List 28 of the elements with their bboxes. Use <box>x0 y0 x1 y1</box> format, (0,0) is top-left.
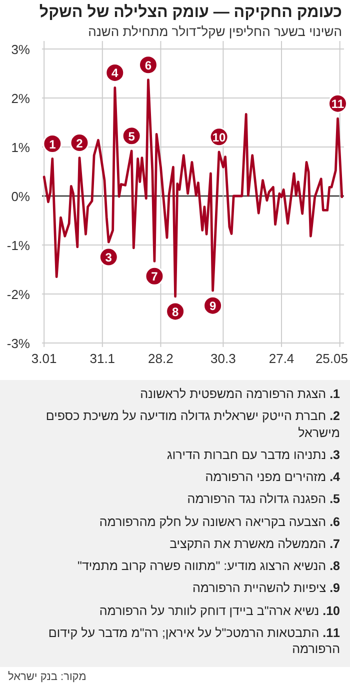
chart-subtitle: השינוי בשער החליפין שקל־דולר מתחילת השנה <box>87 23 343 39</box>
annotation: 5 <box>128 129 136 144</box>
x-tick-label: 31.1 <box>90 351 116 366</box>
annotation: 11 <box>331 97 344 112</box>
y-tick-label: 0% <box>11 189 30 204</box>
annotation: 6 <box>144 58 152 72</box>
y-tick-label: -2% <box>6 287 30 302</box>
x-tick-label: 30.3 <box>210 351 236 366</box>
y-tick-label: 1% <box>11 140 30 155</box>
x-tick-label: 28.2 <box>148 351 174 366</box>
y-tick-label: 3% <box>11 42 30 57</box>
annotation: 9 <box>209 299 216 314</box>
y-tick-label: -1% <box>6 238 30 253</box>
annotation: 7 <box>151 270 158 284</box>
annotation: 2 <box>76 136 84 150</box>
chart-title: כעומק החקיקה — עומק הצלילה של השקל <box>38 3 343 22</box>
y-tick-label: -3% <box>6 336 30 351</box>
annotation: 8 <box>172 304 179 319</box>
y-tick-label: 2% <box>11 91 30 106</box>
text: מקור: בנק ישראל <box>7 670 88 686</box>
x-tick-label: 27.4 <box>268 351 294 366</box>
annotation: 4 <box>112 66 119 80</box>
annotation: 1 <box>49 137 56 152</box>
line-series <box>42 78 344 298</box>
x-tick-label: 3.01 <box>31 351 57 366</box>
annotation: 3 <box>105 250 112 265</box>
x-tick-label: 25.05 <box>315 351 348 366</box>
annotation: 10 <box>212 130 226 144</box>
